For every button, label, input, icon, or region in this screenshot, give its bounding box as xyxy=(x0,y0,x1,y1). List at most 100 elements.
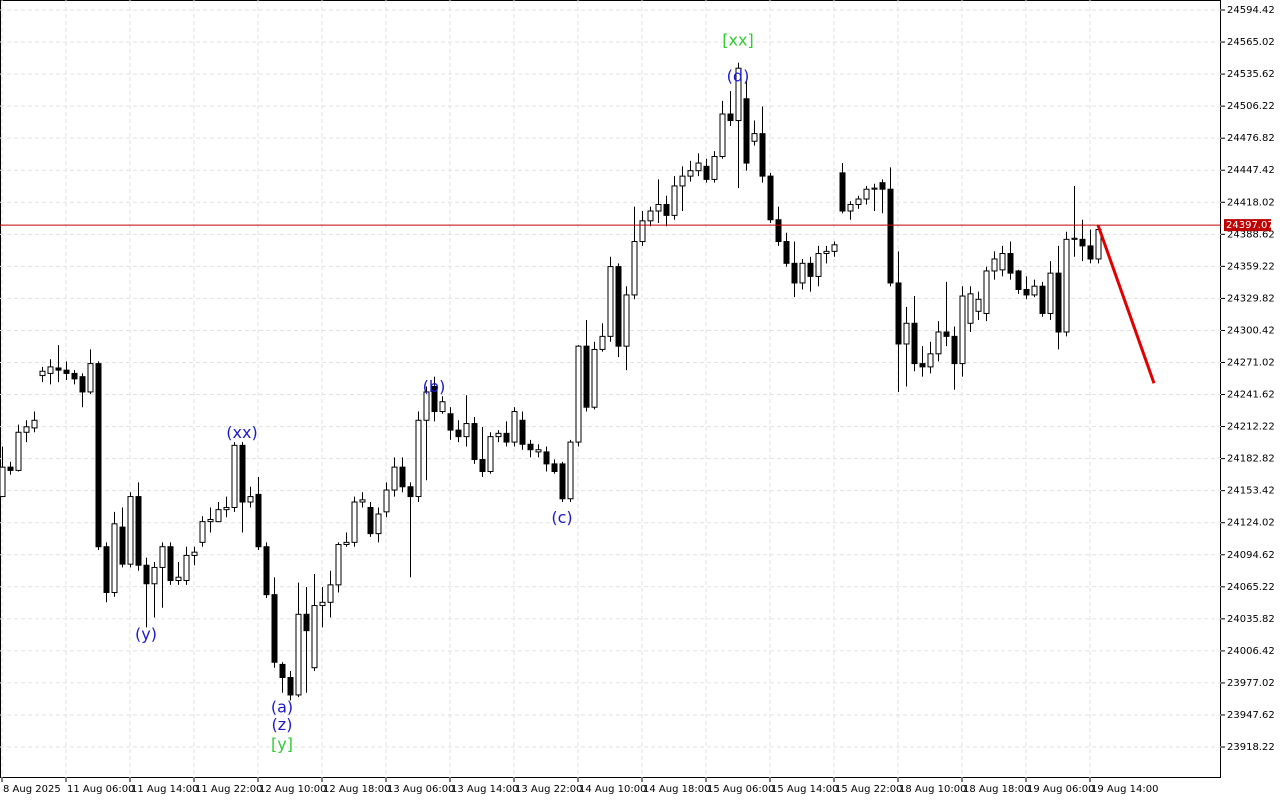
candle-body xyxy=(615,266,622,347)
wave-label: [xx] xyxy=(722,30,753,49)
candle-body xyxy=(239,444,246,503)
candle-body xyxy=(791,262,798,284)
candle-body xyxy=(927,353,934,368)
candle-body xyxy=(447,413,454,431)
wave-label: [y] xyxy=(271,735,293,754)
candle-body xyxy=(735,67,742,122)
candle-body xyxy=(431,385,438,413)
candle-body xyxy=(71,372,78,380)
candle-body xyxy=(95,363,102,548)
candle-body xyxy=(1039,285,1046,314)
candle-body xyxy=(79,376,86,393)
candle-body xyxy=(159,546,166,568)
candle-body xyxy=(527,443,534,451)
candle-body xyxy=(319,601,326,607)
candle-body xyxy=(935,331,942,355)
candle-body xyxy=(1087,245,1094,260)
candle-body xyxy=(15,431,22,471)
candle-body xyxy=(111,523,118,593)
candle-body xyxy=(911,322,918,365)
candle-body xyxy=(1079,238,1086,247)
y-tick-label: 24182.82 xyxy=(1227,454,1275,465)
candle-body xyxy=(543,451,550,465)
candle-body xyxy=(119,526,126,565)
candle-body xyxy=(471,423,478,461)
candle-body xyxy=(255,493,262,548)
y-tick-label: 24535.62 xyxy=(1227,69,1275,80)
candle-body xyxy=(327,584,334,603)
candle-body xyxy=(815,253,822,277)
x-tick-label: 8 Aug 2025 xyxy=(3,784,61,795)
y-tick-label: 24300.42 xyxy=(1227,325,1275,336)
candle-body xyxy=(263,546,270,596)
y-tick-label: 23977.02 xyxy=(1227,678,1275,689)
candle-body xyxy=(679,175,686,187)
x-tick-label: 15 Aug 06:00 xyxy=(707,784,774,795)
candle-body xyxy=(63,369,70,374)
candle-body xyxy=(39,370,46,377)
candle-body xyxy=(455,429,462,438)
candle-body xyxy=(975,298,982,312)
candle-body xyxy=(191,551,198,556)
y-tick-label: 24388.62 xyxy=(1227,229,1275,240)
candle-body xyxy=(359,499,366,503)
candle-body xyxy=(999,253,1006,271)
candle-body xyxy=(0,466,6,498)
candle-body xyxy=(1007,253,1014,274)
y-tick-label: 24271.02 xyxy=(1227,357,1275,368)
candle-body xyxy=(1015,270,1022,290)
candle-body xyxy=(647,210,654,222)
candle-body xyxy=(103,546,110,593)
candle-body xyxy=(167,546,174,582)
candle-body xyxy=(223,506,230,511)
candle-body xyxy=(303,613,310,632)
candle-body xyxy=(711,156,718,180)
candle-body xyxy=(143,564,150,585)
x-tick-label: 15 Aug 22:00 xyxy=(835,784,902,795)
candle-body xyxy=(423,391,430,421)
candle-body xyxy=(799,262,806,284)
candle-body xyxy=(591,348,598,408)
candle-body xyxy=(567,441,574,500)
candle-body xyxy=(807,262,814,277)
candle-body xyxy=(631,241,638,296)
candle-body xyxy=(1031,285,1038,296)
candle-body xyxy=(287,677,294,696)
y-tick-label: 24447.42 xyxy=(1227,165,1275,176)
candle-body xyxy=(215,509,222,523)
candle-body xyxy=(463,423,470,438)
candle-body xyxy=(823,250,830,255)
x-tick-label: 13 Aug 22:00 xyxy=(515,784,582,795)
candle-body xyxy=(1063,238,1070,333)
candle-body xyxy=(719,113,726,158)
candle-body xyxy=(7,466,14,471)
candle-body xyxy=(479,459,486,473)
candle-body xyxy=(599,335,606,350)
y-tick-label: 24565.02 xyxy=(1227,37,1275,48)
candle-body xyxy=(959,295,966,365)
candle-body xyxy=(55,367,62,371)
x-tick-label: 18 Aug 18:00 xyxy=(963,784,1030,795)
candle-body xyxy=(383,489,390,513)
candle-body xyxy=(271,594,278,663)
y-tick-label: 24359.22 xyxy=(1227,261,1275,272)
candle-body xyxy=(231,444,238,508)
x-tick-label: 13 Aug 14:00 xyxy=(451,784,518,795)
candle-body xyxy=(687,170,694,177)
candle-body xyxy=(919,363,926,368)
x-tick-label: 19 Aug 14:00 xyxy=(1091,784,1158,795)
candle-body xyxy=(855,198,862,205)
candle-body xyxy=(703,165,710,180)
y-tick-label: 23918.22 xyxy=(1227,742,1275,753)
price-label: 24397.07 xyxy=(1226,220,1274,231)
plot-frame xyxy=(0,0,1221,778)
y-tick-label: 24594.42 xyxy=(1227,5,1275,16)
candle-body xyxy=(695,162,702,172)
candle-body xyxy=(511,411,518,443)
candle-body xyxy=(47,366,54,374)
candle-body xyxy=(767,175,774,221)
y-tick-label: 24241.62 xyxy=(1227,390,1275,401)
candle-body xyxy=(535,449,542,453)
